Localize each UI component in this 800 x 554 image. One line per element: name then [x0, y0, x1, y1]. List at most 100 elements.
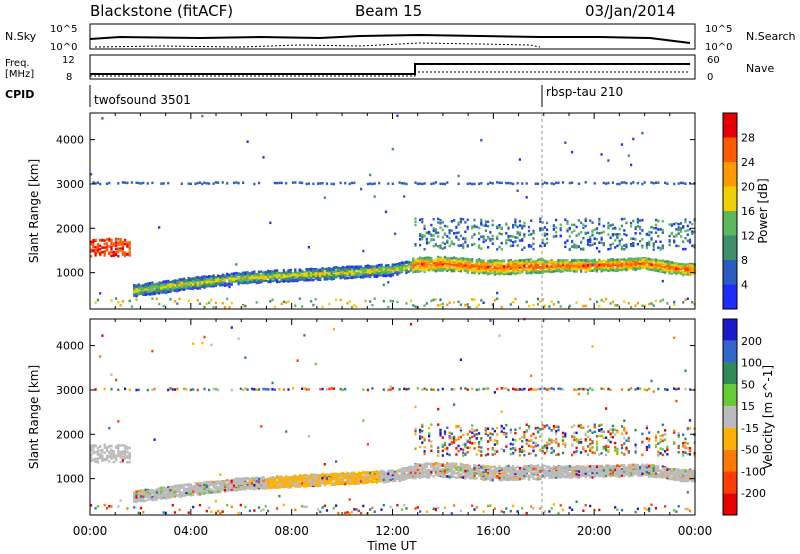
range-gate-cell — [310, 300, 313, 303]
range-gate-cell — [552, 303, 555, 306]
range-gate-cell — [584, 217, 587, 221]
nsearch-trace — [94, 42, 541, 48]
range-gate-cell — [169, 285, 172, 289]
range-gate-cell — [142, 489, 145, 492]
range-gate-cell — [112, 253, 115, 257]
range-gate-cell — [382, 283, 385, 287]
range-gate-cell — [403, 182, 406, 185]
range-gate-cell — [639, 257, 642, 260]
range-gate-cell — [614, 304, 617, 307]
range-gate-cell — [473, 182, 476, 186]
range-gate-cell — [394, 263, 397, 266]
range-gate-cell — [135, 500, 138, 503]
range-gate-cell — [546, 233, 549, 236]
range-gate-cell — [164, 489, 168, 493]
range-gate-cell — [566, 267, 569, 271]
range-gate-cell — [230, 302, 233, 305]
range-gate-cell — [239, 275, 242, 278]
range-gate-cell — [648, 268, 651, 271]
range-gate-cell — [527, 233, 531, 237]
range-gate-cell — [101, 334, 104, 337]
range-gate-cell — [355, 266, 358, 269]
range-gate-cell — [546, 262, 549, 265]
range-gate-cell — [482, 224, 485, 227]
range-gate-cell — [591, 263, 594, 266]
range-gate-cell — [391, 273, 394, 276]
range-gate-cell — [648, 230, 651, 234]
range-gate-cell — [443, 255, 447, 259]
range-gate-cell — [536, 182, 540, 185]
range-gate-cell — [580, 221, 583, 224]
range-gate-cell — [398, 262, 401, 265]
range-gate-cell — [468, 258, 472, 261]
nsearch-label: N.Search — [746, 30, 796, 43]
range-gate-cell — [527, 229, 531, 233]
range-gate-cell — [650, 238, 653, 241]
range-gate-cell — [133, 286, 136, 290]
range-gate-cell — [559, 265, 562, 268]
range-gate-cell — [282, 271, 285, 275]
range-gate-cell — [115, 456, 118, 460]
range-gate-cell — [518, 259, 521, 262]
range-gate-cell — [641, 182, 644, 186]
range-gate-cell — [128, 299, 131, 303]
range-gate-cell — [94, 250, 97, 253]
range-gate-cell — [571, 245, 574, 248]
range-gate-cell — [291, 276, 295, 280]
range-gate-cell — [164, 497, 168, 500]
range-gate-cell — [196, 299, 199, 302]
range-gate-cell — [287, 300, 290, 303]
range-gate-cell — [142, 492, 145, 496]
range-gate-cell — [609, 247, 612, 250]
range-gate-cell — [500, 272, 503, 275]
range-gate-cell — [262, 272, 265, 275]
range-gate-cell — [580, 269, 583, 273]
range-gate-cell — [482, 269, 485, 273]
range-gate-cell — [666, 182, 669, 185]
range-gate-cell — [430, 223, 433, 227]
range-gate-cell — [502, 259, 506, 262]
range-gate-cell — [650, 260, 653, 263]
range-gate-cell — [267, 270, 270, 273]
range-gate-cell — [439, 222, 442, 225]
range-gate-cell — [133, 491, 136, 495]
range-gate-cell — [432, 238, 435, 241]
range-gate-cell — [380, 270, 383, 274]
range-gate-cell — [514, 240, 517, 243]
range-gate-cell — [478, 232, 481, 235]
range-gate-cell — [500, 262, 503, 265]
range-gate-cell — [446, 267, 449, 270]
range-gate-cell — [421, 257, 424, 260]
range-gate-cell — [564, 259, 567, 262]
range-gate-cell — [639, 266, 642, 269]
range-gate-cell — [133, 494, 136, 497]
range-gate-cell — [316, 269, 320, 273]
range-gate-cell — [103, 387, 106, 391]
range-gate-cell — [550, 260, 553, 264]
range-gate-cell — [108, 460, 111, 463]
range-gate-cell — [208, 182, 211, 185]
range-gate-cell — [489, 269, 492, 273]
range-gate-cell — [419, 232, 422, 236]
range-gate-cell — [525, 300, 528, 304]
range-gate-cell — [509, 270, 512, 274]
range-gate-cell — [686, 272, 689, 276]
range-gate-cell — [688, 267, 692, 270]
range-gate-cell — [126, 448, 129, 451]
range-gate-cell — [373, 272, 376, 276]
range-gate-cell — [362, 269, 365, 272]
range-gate-cell — [355, 271, 358, 275]
range-gate-cell — [459, 265, 462, 268]
range-gate-cell — [475, 259, 478, 262]
range-gate-cell — [162, 493, 165, 496]
range-gate-cell — [162, 287, 165, 290]
range-gate-cell — [421, 218, 424, 221]
range-gate-cell — [514, 267, 517, 271]
range-gate-cell — [398, 181, 401, 184]
range-gate-cell — [530, 219, 533, 222]
range-gate-cell — [128, 446, 131, 449]
range-gate-cell — [117, 449, 120, 453]
range-gate-cell — [425, 231, 428, 235]
range-gate-cell — [516, 260, 519, 264]
cpid-panel: CPID twofsound 3501 rbsp-tau 210 — [5, 85, 623, 107]
